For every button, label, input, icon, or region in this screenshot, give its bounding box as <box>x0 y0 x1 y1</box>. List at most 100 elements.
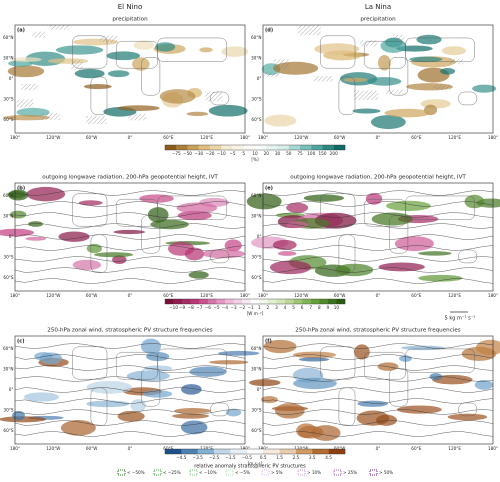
anomaly-field <box>303 194 345 202</box>
anomaly-field <box>130 399 146 412</box>
legend-label: > 25% <box>343 470 357 475</box>
anomaly-field <box>352 108 381 114</box>
column-header: La Nina <box>365 3 391 11</box>
lat-label: 30°S <box>251 97 261 102</box>
anomaly-field <box>396 405 442 414</box>
anomaly-field <box>371 212 413 226</box>
colorbar-tick-label: −7 <box>196 305 203 310</box>
lon-label: 60°W <box>334 446 346 451</box>
legend-swatch <box>117 469 126 476</box>
map-panel: 250-hPa zonal wind, stratospheric PV str… <box>0 328 260 451</box>
anomaly-field <box>432 374 473 385</box>
panel-title: outgoing longwave radiation, 200-hPa geo… <box>290 175 466 181</box>
lon-label: 120°W <box>46 135 60 140</box>
lon-label: 180° <box>240 446 250 451</box>
colorbar-cell <box>242 299 251 304</box>
colorbar-tick-label: 100 <box>307 151 315 156</box>
anomaly-field <box>186 111 209 117</box>
legend-swatch <box>153 469 162 476</box>
contour-line <box>262 234 494 240</box>
map-frame <box>262 335 494 445</box>
anomaly-field <box>39 352 63 365</box>
coastline <box>210 91 230 106</box>
anomaly-field <box>386 200 431 212</box>
colorbar-tick-label: 4.5 <box>325 455 332 460</box>
coastline <box>338 387 356 426</box>
anomaly-field <box>112 255 127 265</box>
lat-label: 30°S <box>3 408 13 413</box>
coastline <box>338 234 356 273</box>
significance-hatch <box>49 25 69 30</box>
lat-label: 60°S <box>3 275 13 280</box>
legend-label: > 50% <box>379 470 393 475</box>
lat-label: 30°S <box>251 408 261 413</box>
map-panel: 250-hPa zonal wind, stratospheric PV str… <box>249 328 500 451</box>
colorbar-cell <box>233 299 243 304</box>
colorbar-tick-label: −2 <box>239 305 246 310</box>
colorbar-cell <box>243 145 256 150</box>
anomaly-field <box>23 392 59 402</box>
lat-label: 60°S <box>3 117 13 122</box>
map-panel: precipitation (d)60°N 30°N 0° 30°S 60°S 180° 12… <box>251 17 498 141</box>
colorbar-tick-label: −75 <box>172 151 181 156</box>
contour-line <box>262 409 494 415</box>
coastline <box>405 348 475 373</box>
coastline <box>72 193 108 227</box>
contour-line <box>14 278 246 284</box>
colorbar-cell <box>230 449 248 454</box>
legend-label: < −50% <box>127 470 145 475</box>
map-panel: outgoing longwave radiation, 200-hPa geo… <box>246 175 500 298</box>
colorbar-unit: [W m⁻²] <box>247 311 264 316</box>
colorbar-cell <box>336 299 346 304</box>
contour-line <box>262 354 494 360</box>
colorbar-tick-label: 30 <box>275 151 281 156</box>
lat-label: 60°N <box>251 346 262 351</box>
significance-hatch <box>85 116 107 125</box>
contour-line <box>14 256 246 262</box>
contour-line <box>14 234 246 240</box>
anomaly-field <box>155 42 176 52</box>
coastline <box>338 76 356 115</box>
anomaly-field <box>12 57 42 62</box>
anomaly-field <box>472 84 497 93</box>
coastline <box>458 402 478 417</box>
anomaly-field <box>409 56 443 63</box>
lon-label: 120°W <box>46 446 60 451</box>
anomaly-field <box>380 38 407 53</box>
colorbar-cell <box>165 299 174 304</box>
anomaly-field <box>357 400 388 407</box>
coastline <box>320 346 356 380</box>
anomaly-field <box>159 89 196 104</box>
anomaly-field <box>314 43 360 55</box>
lon-label: 180° <box>488 446 498 451</box>
colorbar-cell <box>277 145 289 150</box>
panel-title: 250-hPa zonal wind, stratospheric PV str… <box>295 328 461 334</box>
lat-label: 0° <box>257 234 262 239</box>
contour-line <box>262 256 494 262</box>
colorbar-cell <box>181 449 198 454</box>
anomaly-field <box>132 57 150 71</box>
colorbar-cell <box>333 145 346 150</box>
lat-label: 0° <box>9 387 14 392</box>
contour-line <box>262 190 494 196</box>
colorbar-cell <box>255 145 267 150</box>
colorbar-tick-label: −20 <box>206 151 215 156</box>
lon-label: 120°W <box>294 293 308 298</box>
anomaly-field <box>298 357 330 362</box>
contour-line <box>14 201 246 207</box>
anomaly-field <box>293 377 337 390</box>
anomaly-field <box>440 68 456 75</box>
colorbar-cell <box>266 145 278 150</box>
colorbar-tick-label: −10 <box>169 305 178 310</box>
colorbar-tick-label: −6 <box>205 305 212 310</box>
significance-hatch <box>128 113 147 121</box>
significance-hatch <box>99 35 117 43</box>
colorbar-cell <box>165 145 177 150</box>
anomaly-field <box>144 365 173 372</box>
contour-line <box>14 343 246 349</box>
lat-label: 30°N <box>251 366 262 371</box>
contour-line <box>262 278 494 284</box>
colorbar-tick-label: 8 <box>318 305 321 310</box>
coastline <box>72 346 108 380</box>
lon-label: 120°E <box>448 293 461 298</box>
